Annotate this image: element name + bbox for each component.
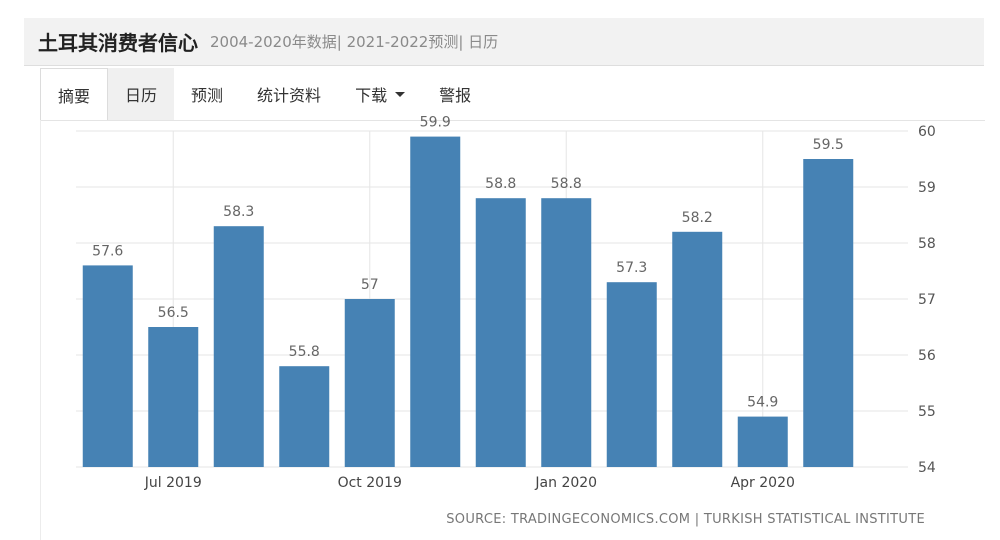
bar-value-label: 58.2 bbox=[682, 210, 713, 226]
bar-value-label: 54.9 bbox=[747, 395, 778, 411]
bar-value-label: 55.8 bbox=[289, 344, 320, 360]
bar-value-label: 58.3 bbox=[223, 204, 254, 220]
bar bbox=[672, 231, 723, 467]
tab-download-label: 下载 bbox=[355, 86, 388, 105]
bar bbox=[82, 265, 133, 467]
bar bbox=[148, 327, 199, 467]
panel-left-border bbox=[40, 120, 41, 540]
chart-x-axis: Jul 2019 Oct 2019 Jan 2020 Apr 2020 bbox=[144, 475, 795, 491]
bar-value-label: 59.5 bbox=[813, 137, 844, 153]
tab-calendar-label: 日历 bbox=[125, 86, 158, 105]
bar-value-label: 57.3 bbox=[616, 260, 647, 276]
x-tick-label: Jan 2020 bbox=[534, 475, 597, 491]
y-tick-label: 60 bbox=[918, 124, 936, 140]
y-tick-label: 56 bbox=[918, 348, 936, 364]
y-tick-label: 59 bbox=[918, 180, 936, 196]
bar-value-label: 58.8 bbox=[485, 176, 516, 192]
page-header: 土耳其消费者信心 2004-2020年数据| 2021-2022预测| 日历 bbox=[24, 18, 984, 66]
tab-forecast-label: 预测 bbox=[191, 86, 224, 105]
bar bbox=[606, 282, 657, 467]
chart-value-labels: 57.6 56.5 58.3 55.8 57 59.9 58.8 58.8 57.3 58.2 54… bbox=[92, 115, 844, 411]
chart-y-axis: 54 55 56 57 58 59 60 bbox=[918, 124, 936, 476]
tab-statistics-label: 统计资料 bbox=[257, 86, 322, 105]
page-title: 土耳其消费者信心 bbox=[38, 31, 198, 55]
tab-bar: 摘要 日历 预测 统计资料 下载 警报 bbox=[40, 68, 488, 120]
bar bbox=[475, 198, 526, 467]
x-tick-label: Apr 2020 bbox=[731, 475, 795, 491]
tab-summary-label: 摘要 bbox=[58, 86, 91, 106]
bar bbox=[410, 136, 461, 467]
tab-alerts-label: 警报 bbox=[439, 86, 472, 105]
chevron-down-icon bbox=[395, 91, 406, 97]
source-note[interactable]: SOURCE: TRADINGECONOMICS.COM | TURKISH S… bbox=[446, 512, 925, 527]
y-tick-label: 55 bbox=[918, 404, 936, 420]
x-tick-label: Oct 2019 bbox=[338, 475, 402, 491]
chart-bars bbox=[82, 136, 854, 467]
y-tick-label: 58 bbox=[918, 236, 936, 252]
panel-divider bbox=[40, 120, 985, 121]
bar-value-label: 58.8 bbox=[551, 176, 582, 192]
tab-statistics[interactable]: 统计资料 bbox=[240, 68, 338, 120]
bar bbox=[737, 416, 788, 467]
tab-summary[interactable]: 摘要 bbox=[40, 68, 109, 120]
bar bbox=[541, 198, 592, 467]
bar bbox=[803, 159, 854, 467]
bar bbox=[279, 366, 330, 467]
bar-value-label: 57.6 bbox=[92, 243, 123, 259]
x-tick-label: Jul 2019 bbox=[144, 475, 202, 491]
y-tick-label: 57 bbox=[918, 292, 936, 308]
tab-calendar[interactable]: 日历 bbox=[108, 68, 175, 120]
bar-value-label: 57 bbox=[361, 277, 379, 293]
tab-download[interactable]: 下载 bbox=[338, 68, 422, 120]
bar bbox=[344, 299, 395, 467]
tab-forecast[interactable]: 预测 bbox=[174, 68, 240, 120]
bar-value-label: 56.5 bbox=[158, 305, 189, 321]
y-tick-label: 54 bbox=[918, 460, 936, 476]
tab-alerts[interactable]: 警报 bbox=[422, 68, 488, 120]
bar bbox=[213, 226, 264, 467]
page-subtitle[interactable]: 2004-2020年数据| 2021-2022预测| 日历 bbox=[210, 33, 499, 51]
bar-value-label: 59.9 bbox=[420, 115, 451, 131]
